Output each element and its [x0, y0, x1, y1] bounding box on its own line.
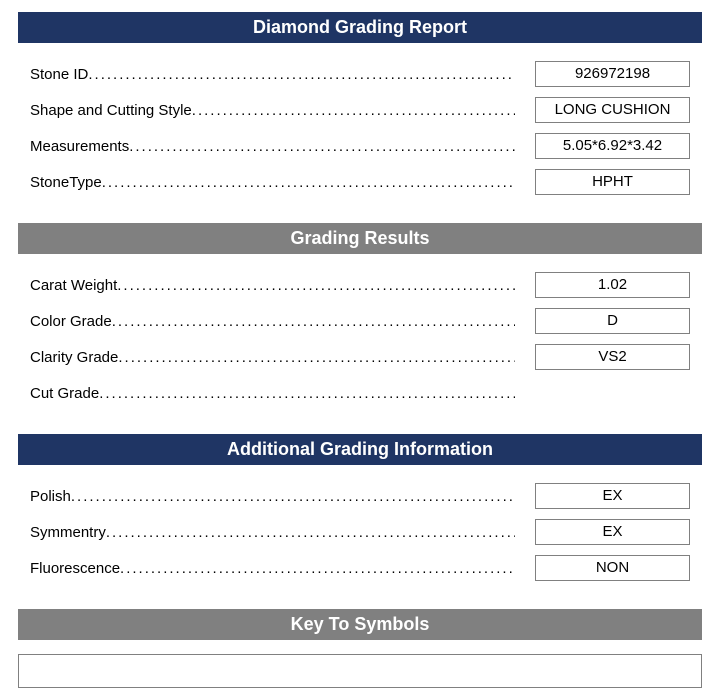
- section-header-additional: Additional Grading Information: [18, 434, 702, 465]
- value-carat: 1.02: [535, 272, 690, 298]
- label-color: Color Grade: [30, 313, 515, 330]
- section-body-main: Stone ID 926972198 Shape and Cutting Sty…: [18, 43, 702, 211]
- section-header-main: Diamond Grading Report: [18, 12, 702, 43]
- section-title-grading: Grading Results: [290, 228, 429, 248]
- value-polish: EX: [535, 483, 690, 509]
- row-fluorescence: Fluorescence NON: [30, 555, 690, 581]
- value-shape: LONG CUSHION: [535, 97, 690, 123]
- row-clarity: Clarity Grade VS2: [30, 344, 690, 370]
- value-color: D: [535, 308, 690, 334]
- label-stonetype: StoneType: [30, 174, 515, 191]
- label-shape: Shape and Cutting Style: [30, 102, 515, 119]
- value-fluorescence: NON: [535, 555, 690, 581]
- label-stone-id: Stone ID: [30, 66, 515, 83]
- label-cut: Cut Grade: [30, 385, 515, 402]
- label-clarity: Clarity Grade: [30, 349, 515, 366]
- section-title-symbols: Key To Symbols: [291, 614, 430, 634]
- value-clarity: VS2: [535, 344, 690, 370]
- symbols-content-box: [18, 654, 702, 688]
- label-measurements: Measurements: [30, 138, 515, 155]
- row-cut: Cut Grade: [30, 380, 690, 406]
- row-symmetry: Symmentry EX: [30, 519, 690, 545]
- label-symmetry: Symmentry: [30, 524, 515, 541]
- label-carat: Carat Weight: [30, 277, 515, 294]
- section-body-grading: Carat Weight 1.02 Color Grade D Clarity …: [18, 254, 702, 422]
- value-cut-empty: [535, 381, 690, 405]
- row-carat: Carat Weight 1.02: [30, 272, 690, 298]
- label-fluorescence: Fluorescence: [30, 560, 515, 577]
- section-header-grading: Grading Results: [18, 223, 702, 254]
- label-polish: Polish: [30, 488, 515, 505]
- value-stonetype: HPHT: [535, 169, 690, 195]
- row-shape: Shape and Cutting Style LONG CUSHION: [30, 97, 690, 123]
- row-color: Color Grade D: [30, 308, 690, 334]
- report-container: Diamond Grading Report Stone ID 92697219…: [0, 12, 720, 688]
- value-symmetry: EX: [535, 519, 690, 545]
- section-title-main: Diamond Grading Report: [253, 17, 467, 37]
- row-polish: Polish EX: [30, 483, 690, 509]
- value-stone-id: 926972198: [535, 61, 690, 87]
- row-measurements: Measurements 5.05*6.92*3.42: [30, 133, 690, 159]
- value-measurements: 5.05*6.92*3.42: [535, 133, 690, 159]
- section-header-symbols: Key To Symbols: [18, 609, 702, 640]
- row-stone-id: Stone ID 926972198: [30, 61, 690, 87]
- row-stonetype: StoneType HPHT: [30, 169, 690, 195]
- section-body-additional: Polish EX Symmentry EX Fluorescence NON: [18, 465, 702, 597]
- section-title-additional: Additional Grading Information: [227, 439, 493, 459]
